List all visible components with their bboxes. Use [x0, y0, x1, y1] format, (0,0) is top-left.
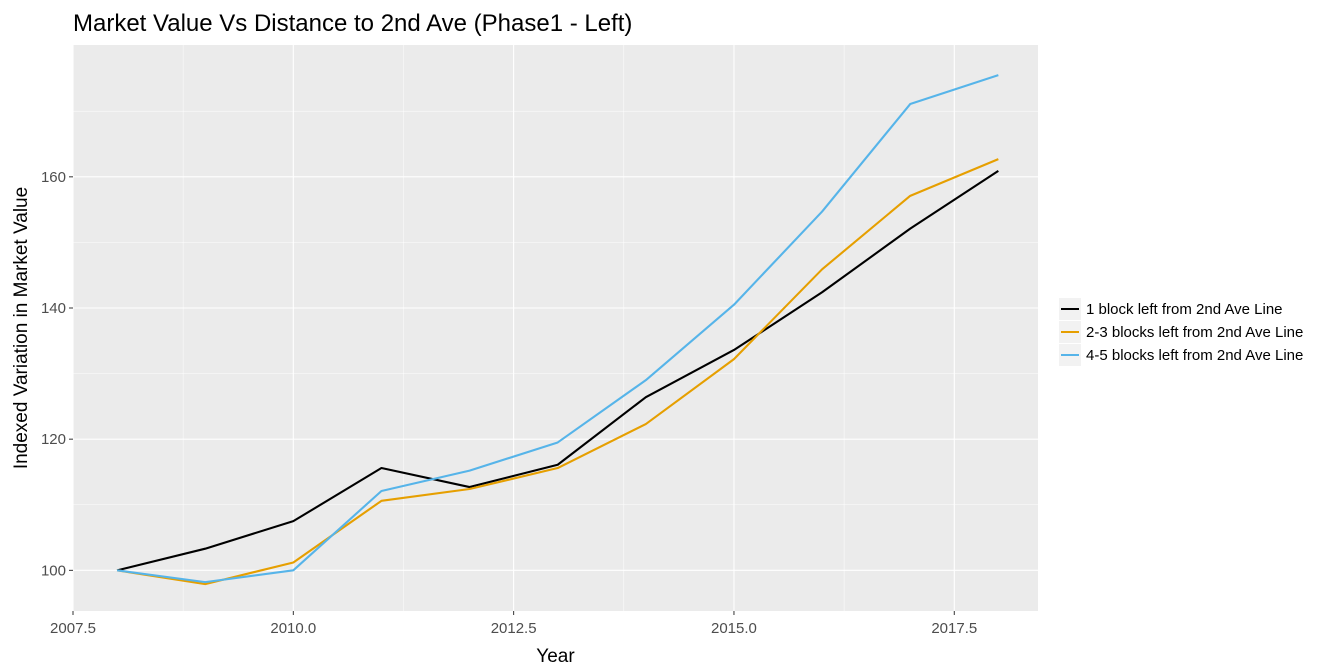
x-axis: 2007.5 2010.0 2012.5 2015.0 2017.5	[50, 611, 977, 637]
major-gridlines	[72, 45, 1038, 611]
x-tick-label: 2012.5	[491, 620, 537, 637]
minor-gridlines	[73, 45, 1038, 611]
legend: 1 block left from 2nd Ave Line 2-3 blocks…	[1059, 298, 1303, 366]
series-lines	[116, 74, 999, 586]
y-axis: 100 120 140 160	[41, 169, 73, 579]
series-line-2	[116, 158, 999, 586]
x-tick-label: 2010.0	[270, 620, 316, 637]
legend-label-1: 1 block left from 2nd Ave Line	[1086, 301, 1283, 318]
series-line-3	[116, 74, 999, 584]
x-tick-label: 2017.5	[931, 620, 977, 637]
plot-panel	[73, 45, 1038, 611]
series-line-1	[116, 170, 999, 572]
y-tick-label: 160	[41, 169, 66, 186]
y-tick-label: 120	[41, 431, 66, 448]
x-axis-title: Year	[536, 646, 575, 667]
legend-label-3: 4-5 blocks left from 2nd Ave Line	[1086, 347, 1303, 364]
y-tick-label: 140	[41, 300, 66, 317]
y-tick-label: 100	[41, 562, 66, 579]
legend-label-2: 2-3 blocks left from 2nd Ave Line	[1086, 324, 1303, 341]
x-tick-label: 2015.0	[711, 620, 757, 637]
chart-title: Market Value Vs Distance to 2nd Ave (Pha…	[73, 10, 632, 37]
y-axis-title: Indexed Variation in Market Value	[11, 187, 32, 469]
x-tick-label: 2007.5	[50, 620, 96, 637]
